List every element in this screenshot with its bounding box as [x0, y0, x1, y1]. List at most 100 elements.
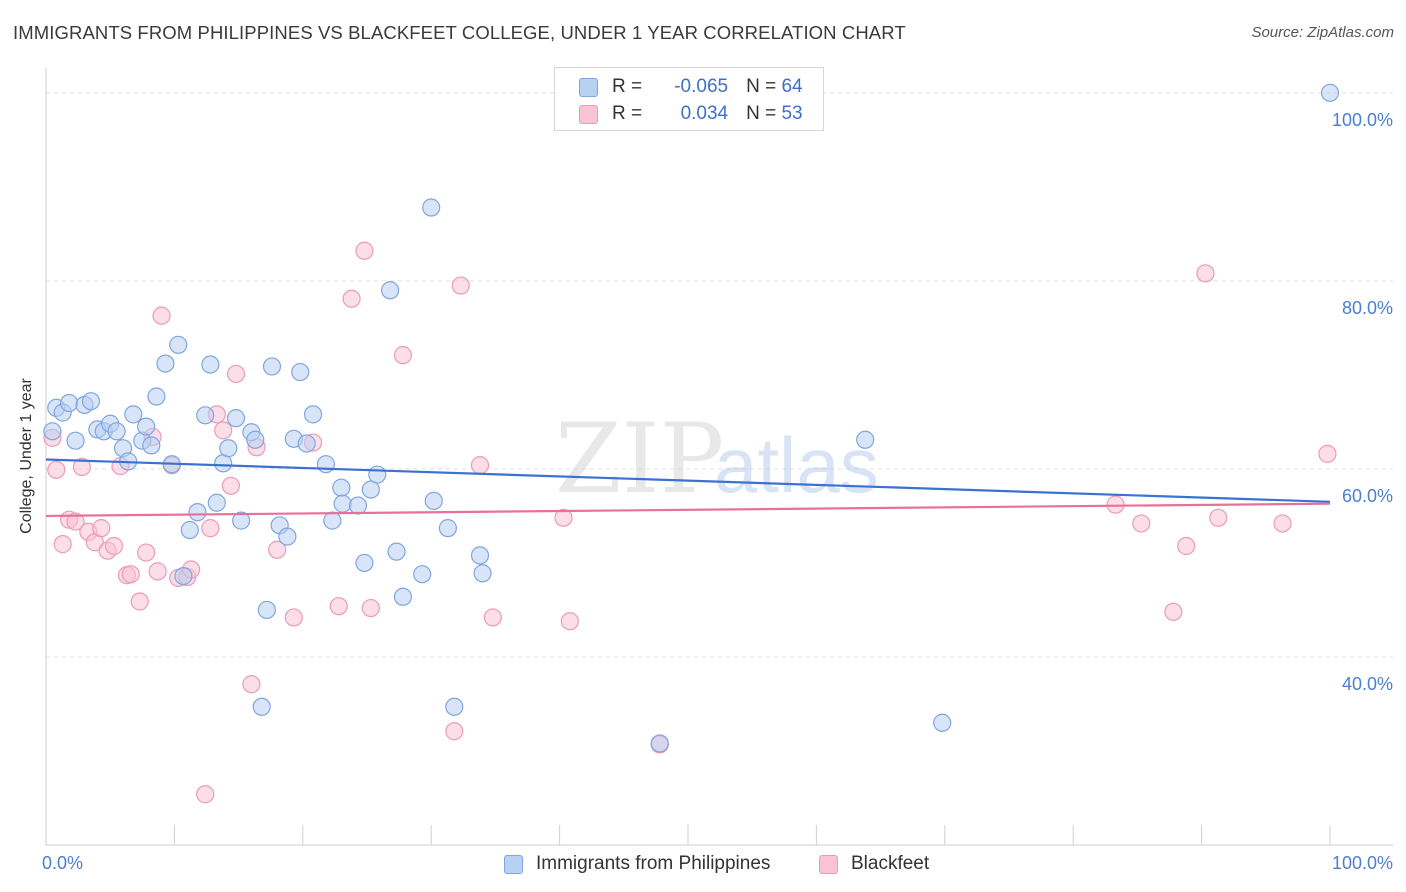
blackfeet-point [1164, 602, 1183, 621]
legend-r-value: 0.034 [680, 103, 729, 124]
blackfeet-point [148, 562, 167, 581]
bottom-legend-label: Blackfeet [851, 853, 930, 874]
philippines-point [107, 422, 126, 441]
y-tick-label: 80.0% [1342, 298, 1393, 318]
philippines-point [43, 422, 62, 441]
blackfeet-point [361, 598, 380, 618]
blackfeet-point [226, 364, 246, 384]
philippines-point [297, 434, 316, 453]
philippines-point [933, 713, 952, 732]
series-philippines-points [43, 83, 1340, 753]
legend-row-blackfeet: R = 0.034 N = 53 [579, 102, 803, 126]
blackfeet-point [1318, 444, 1337, 463]
blackfeet-point [121, 565, 140, 584]
blackfeet-point [284, 608, 303, 627]
philippines-trend-line [45, 458, 1331, 503]
watermark: ZIP atlas [555, 403, 879, 515]
philippines-point [1320, 83, 1340, 102]
philippines-point [355, 553, 374, 573]
philippines-point [66, 431, 85, 450]
watermark-atlas: atlas [714, 421, 879, 509]
blackfeet-point [104, 536, 124, 556]
philippines-point [856, 430, 875, 449]
y-tick-label: 40.0% [1342, 674, 1393, 694]
blackfeet-point [560, 612, 579, 631]
philippines-point [445, 697, 464, 716]
blackfeet-point [1177, 536, 1196, 556]
philippines-point [214, 454, 233, 473]
source-label: Source: ZipAtlas.com [1251, 24, 1394, 41]
legend-r-label: R = [612, 76, 643, 97]
philippines-point [232, 511, 251, 530]
blackfeet-point [214, 421, 233, 440]
blackfeet-point [1132, 514, 1151, 533]
blackfeet-point [221, 476, 240, 495]
legend-r-value: -0.065 [674, 76, 729, 97]
philippines-point [196, 406, 215, 425]
legend-swatch-blue [579, 77, 598, 97]
philippines-point [438, 519, 457, 538]
grid [46, 92, 1393, 658]
legend-n-value: 64 [781, 76, 803, 97]
chart-title: IMMIGRANTS FROM PHILIPPINES VS BLACKFEET… [13, 22, 906, 43]
philippines-point [219, 439, 238, 458]
philippines-point [257, 600, 276, 620]
philippines-point [124, 405, 143, 424]
blackfeet-point [66, 512, 85, 531]
philippines-point [137, 417, 156, 436]
legend-row-philippines: R = -0.065 N = 64 [579, 75, 803, 99]
philippines-point [180, 520, 199, 540]
philippines-point [424, 491, 443, 510]
philippines-point [473, 564, 492, 583]
philippines-point [81, 392, 101, 411]
blackfeet-point [1209, 508, 1228, 527]
blackfeet-point [268, 540, 287, 559]
philippines-point [188, 503, 207, 522]
philippines-point [278, 527, 297, 546]
blackfeet-point [201, 519, 220, 538]
y-axis-label: College, Under 1 year [18, 378, 35, 534]
philippines-point [368, 465, 387, 484]
philippines-point [333, 494, 352, 513]
bottom-legend-swatch-pink [819, 854, 838, 874]
philippines-point [303, 405, 323, 424]
correlation-legend: R = -0.065 N = 64 R = 0.034 N = 53 [554, 67, 824, 131]
bottom-legend-swatch-blue [504, 854, 523, 874]
philippines-point [226, 409, 246, 428]
legend-r-label: R = [612, 103, 643, 124]
philippines-point [361, 480, 380, 499]
blackfeet-point [53, 535, 72, 554]
y-tick-label: 60.0% [1342, 486, 1393, 506]
bottom-legend-philippines: Immigrants from Philippines [504, 852, 770, 876]
legend-n-label: N = [746, 76, 782, 97]
philippines-point [393, 587, 413, 606]
legend-swatch-pink [579, 104, 598, 124]
blackfeet-point [393, 346, 413, 365]
philippines-point [246, 430, 265, 449]
blackfeet-point [72, 457, 92, 477]
blackfeet-point [47, 460, 66, 479]
blackfeet-point [470, 456, 490, 475]
legend-n-value: 53 [781, 103, 803, 124]
y-tick-label: 100.0% [1332, 110, 1393, 130]
philippines-point [60, 393, 79, 413]
blackfeet-point [242, 675, 261, 694]
blackfeet-point [445, 722, 464, 741]
legend-n-label: N = [746, 103, 782, 124]
philippines-point [422, 198, 441, 217]
philippines-point [387, 542, 406, 561]
philippines-point [381, 281, 400, 300]
watermark-zip: ZIP [555, 403, 724, 515]
blackfeet-point [355, 241, 374, 260]
philippines-point [252, 697, 271, 716]
philippines-point [316, 455, 336, 474]
blackfeet-point [342, 289, 361, 308]
blackfeet-point [554, 508, 573, 527]
blackfeet-point [451, 276, 470, 295]
blackfeet-point [92, 519, 111, 538]
bottom-legend-blackfeet: Blackfeet [819, 852, 929, 876]
blackfeet-point [130, 592, 149, 611]
philippines-point [142, 436, 161, 455]
trend-lines [45, 458, 1331, 518]
tick-labels: 40.0% 60.0% 80.0% 100.0% 0.0% 100.0% [42, 110, 1393, 873]
